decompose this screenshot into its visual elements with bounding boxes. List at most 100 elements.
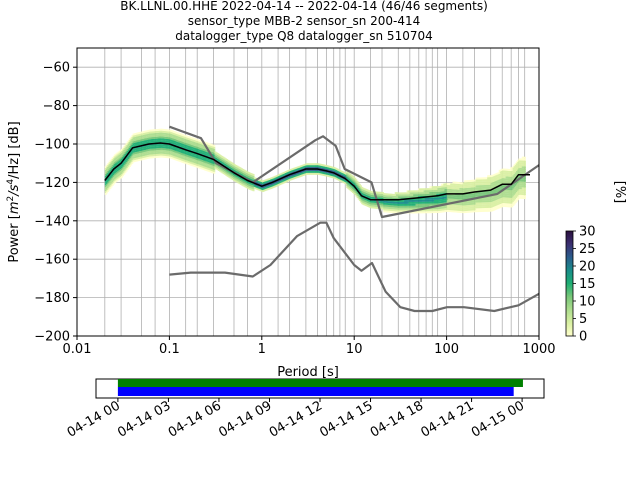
heatmap-cell	[351, 187, 354, 190]
heatmap-cell	[186, 162, 189, 165]
heatmap-cell	[510, 192, 513, 195]
heatmap-cell	[494, 198, 496, 201]
heatmap-cell	[477, 183, 480, 186]
heatmap-cell	[294, 173, 297, 176]
heatmap-cell	[347, 173, 350, 176]
heatmap-cell	[196, 140, 198, 143]
heatmap-cell	[403, 200, 406, 202]
heatmap-cell	[123, 145, 126, 148]
heatmap-cell	[280, 180, 283, 183]
heatmap-cell	[362, 202, 365, 205]
heatmap-cell	[461, 207, 464, 210]
heatmap-cell	[349, 179, 352, 182]
heatmap-cell	[489, 198, 492, 201]
heatmap-cell	[162, 151, 165, 154]
heatmap-cell	[114, 165, 116, 168]
heatmap-cell	[450, 210, 453, 213]
heatmap-cell	[275, 177, 278, 179]
heatmap-cell	[136, 153, 138, 156]
heatmap-cell	[499, 204, 502, 206]
heatmap-cell	[244, 170, 247, 173]
heatmap-cell	[457, 183, 459, 186]
heatmap-cell	[170, 151, 173, 154]
heatmap-cell	[510, 199, 513, 202]
heatmap-cell	[522, 160, 525, 163]
heatmap-cell	[430, 188, 433, 191]
heatmap-cell	[387, 205, 390, 207]
heatmap-cell	[452, 187, 455, 190]
heatmap-cell	[312, 169, 315, 171]
heatmap-cell	[376, 205, 379, 207]
heatmap-cell	[462, 211, 465, 214]
heatmap-cell	[130, 159, 133, 162]
heatmap-cell	[488, 177, 491, 180]
heatmap-cell	[360, 196, 362, 199]
heatmap-cell	[250, 188, 253, 191]
heatmap-cell	[510, 201, 513, 204]
heatmap-cell	[435, 191, 438, 194]
heatmap-cell	[129, 144, 131, 146]
heatmap-cell	[201, 165, 204, 168]
heatmap-cell	[399, 194, 402, 197]
heatmap-cell	[365, 189, 368, 192]
heatmap-cell	[480, 208, 483, 211]
heatmap-cell	[382, 207, 384, 210]
heatmap-cell	[461, 201, 464, 204]
heatmap-cell	[487, 181, 490, 183]
heatmap-cell	[490, 209, 493, 212]
heatmap-cell	[451, 189, 454, 192]
heatmap-cell	[109, 187, 112, 189]
heatmap-cell	[420, 203, 423, 206]
heatmap-cell	[197, 160, 200, 163]
heatmap-cell	[482, 210, 485, 212]
heatmap-cell	[211, 151, 213, 154]
heatmap-cell	[502, 195, 505, 198]
heatmap-cell	[460, 195, 463, 198]
heatmap-cell	[440, 185, 443, 188]
heatmap-cell	[204, 147, 207, 150]
heatmap-cell	[197, 139, 200, 142]
heatmap-cell	[134, 142, 137, 145]
heatmap-cell	[318, 173, 321, 175]
heatmap-cell	[146, 139, 149, 142]
heatmap-cell	[481, 188, 484, 191]
heatmap-cell	[499, 202, 502, 204]
heatmap-cell	[120, 158, 123, 161]
heatmap-cell	[497, 174, 500, 177]
heatmap-cell	[520, 164, 523, 167]
heatmap-cell	[347, 181, 350, 184]
heatmap-cell	[156, 153, 159, 156]
heatmap-cell	[357, 186, 360, 189]
heatmap-cell	[393, 203, 396, 206]
heatmap-cell	[227, 159, 230, 162]
heatmap-cell	[451, 183, 454, 186]
heatmap-cell	[151, 131, 153, 134]
heatmap-cell	[458, 197, 461, 200]
heatmap-cell	[518, 160, 521, 163]
heatmap-cell	[380, 207, 383, 210]
heatmap-cell	[306, 165, 309, 168]
heatmap-cell	[453, 195, 456, 198]
heatmap-cell	[479, 206, 481, 209]
heatmap-cell	[394, 199, 397, 202]
heatmap-cell	[330, 173, 332, 176]
heatmap-cell	[151, 150, 153, 153]
heatmap-cell	[118, 160, 121, 163]
heatmap-cell	[520, 171, 523, 174]
colorbar-tick-label: 30	[579, 225, 596, 240]
heatmap-cell	[123, 161, 126, 164]
heatmap-cell	[192, 162, 195, 165]
heatmap-cell	[382, 199, 384, 202]
heatmap-cell	[136, 132, 138, 135]
heatmap-cell	[251, 177, 254, 180]
heatmap-cell	[469, 208, 472, 211]
heatmap-cell	[281, 172, 284, 175]
heatmap-cell	[451, 200, 454, 203]
heatmap-cell	[191, 154, 194, 157]
heatmap-cell	[144, 140, 146, 143]
heatmap-cell	[312, 172, 315, 175]
heatmap-cell	[494, 175, 496, 178]
heatmap-cell	[174, 133, 177, 136]
heatmap-cell	[518, 193, 521, 195]
heatmap-cell	[475, 192, 478, 195]
